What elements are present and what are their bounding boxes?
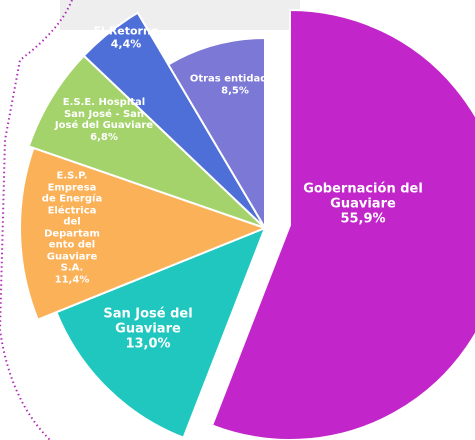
value-label: 13,0% [125,336,171,352]
value-label: 6,8% [90,131,118,143]
wedge-label: E.S.P. Empresa de Energía Eléctrica del … [41,171,103,286]
category-label: Otras entidades [189,73,281,85]
wedge-label: San José del Guaviare 13,0% [88,306,208,353]
wedge-label: E.S.E. Hospital San José - San José del … [54,97,154,143]
background-shape [60,0,300,30]
pie-wedge [82,11,266,229]
category-label: San José del Guaviare [103,306,193,337]
value-label: 55,9% [340,211,386,227]
category-label: El Retorno [93,24,159,38]
pie-wedge [210,8,475,440]
value-label: 8,5% [221,85,249,96]
pie-wedge [55,226,267,440]
value-label: 11,4% [54,274,90,285]
value-label: 4,4% [110,37,142,50]
wedge-label: El Retorno 4,4% [76,25,176,50]
pie-wedge [19,146,268,321]
pie-wedge [27,54,266,229]
category-label: E.S.E. Hospital San José - San José del … [54,97,154,131]
pie-wedge [166,36,266,232]
wedge-label: Otras entidades 8,5% [180,74,290,97]
category-label: Gobernación del Guaviare [303,181,423,212]
wedge-label: Gobernación del Guaviare 55,9% [293,181,433,228]
category-label: E.S.P. Empresa de Energía Eléctrica del … [41,170,103,274]
